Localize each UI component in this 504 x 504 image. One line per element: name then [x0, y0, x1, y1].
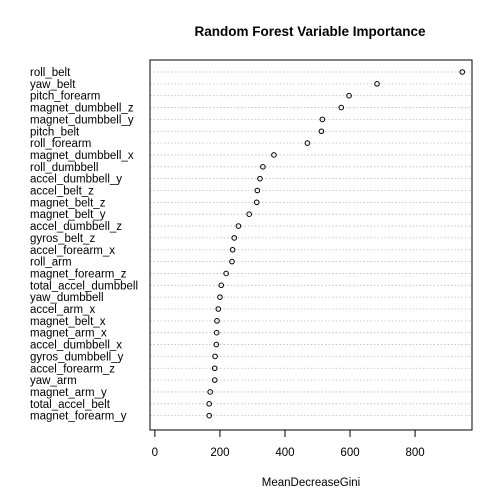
data-point: [229, 246, 236, 253]
x-tick-label: 400: [275, 447, 294, 459]
data-point: [318, 128, 325, 135]
variable-label: roll_arm: [30, 257, 72, 269]
data-point: [235, 223, 242, 229]
data-point: [223, 270, 229, 277]
data-point: [319, 116, 326, 123]
x-axis-title: MeanDecreaseGini: [262, 477, 360, 489]
data-point: [254, 187, 261, 194]
variable-label: accel_dumbbell_z: [30, 221, 122, 233]
data-point: [260, 164, 266, 170]
x-tick-label: 0: [152, 447, 158, 459]
variable-label: magnet_dumbbell_x: [30, 150, 134, 162]
x-tick-label: 200: [210, 447, 229, 459]
data-point: [211, 377, 218, 383]
data-point: [215, 306, 222, 312]
variable-labels: roll_beltyaw_beltpitch_forearmmagnet_dum…: [30, 67, 138, 423]
data-point: [218, 282, 225, 289]
variable-label: yaw_dumbbell: [30, 292, 104, 304]
data-point: [231, 235, 238, 241]
data-point: [213, 341, 220, 348]
data-point: [217, 294, 223, 300]
x-tick-label: 800: [405, 447, 424, 459]
variable-label: roll_forearm: [30, 138, 91, 150]
plot-frame: [149, 59, 473, 431]
data-point: [229, 258, 235, 265]
data-point: [459, 69, 466, 75]
variable-label: pitch_forearm: [30, 91, 100, 103]
variable-label: roll_dumbbell: [30, 162, 98, 174]
variable-label: accel_forearm_z: [30, 363, 115, 375]
data-point: [246, 211, 253, 217]
data-point: [214, 318, 220, 324]
data-point: [338, 104, 345, 111]
variable-label: yaw_arm: [30, 375, 77, 387]
x-axis: 0 200 400 600 800: [152, 429, 425, 459]
variable-label: magnet_dumbbell_z: [30, 103, 134, 115]
data-point: [213, 329, 220, 336]
data-point: [304, 140, 311, 146]
variable-label: gyros_belt_z: [30, 233, 95, 245]
data-point: [374, 81, 380, 87]
chart-title: Random Forest Variable Importance: [194, 24, 426, 39]
grid-lines: [150, 71, 472, 417]
variable-label: magnet_belt_z: [30, 197, 106, 209]
variable-label: accel_dumbbell_y: [30, 174, 122, 186]
variable-label: accel_belt_z: [30, 186, 94, 198]
data-point: [253, 199, 260, 206]
variable-label: gyros_dumbbell_y: [30, 351, 124, 363]
x-tick-label: 600: [340, 447, 359, 459]
variable-label: yaw_belt: [30, 79, 76, 91]
variable-label: accel_forearm_x: [30, 245, 115, 257]
data-point: [206, 401, 212, 407]
data-point: [206, 412, 212, 419]
variable-label: magnet_arm_x: [30, 328, 107, 340]
data-point: [207, 389, 213, 395]
data-point: [257, 175, 263, 182]
variable-label: pitch_belt: [30, 126, 80, 138]
variable-label: total_accel_dumbbell: [30, 280, 138, 292]
variable-label: magnet_forearm_z: [30, 268, 127, 280]
variable-label: magnet_forearm_y: [30, 411, 127, 423]
variable-label: accel_dumbbell_x: [30, 340, 122, 352]
variable-label: magnet_arm_y: [30, 387, 107, 399]
variable-label: accel_arm_x: [30, 304, 95, 316]
data-points: [206, 69, 466, 419]
data-point: [346, 92, 352, 99]
variable-label: magnet_belt_x: [30, 316, 106, 328]
data-point: [212, 353, 218, 360]
data-point: [211, 365, 218, 372]
variable-label: roll_belt: [30, 67, 71, 79]
variable-label: magnet_belt_y: [30, 209, 106, 221]
variable-label: magnet_dumbbell_y: [30, 114, 134, 126]
variable-label: total_accel_belt: [30, 399, 111, 411]
data-point: [271, 152, 277, 158]
